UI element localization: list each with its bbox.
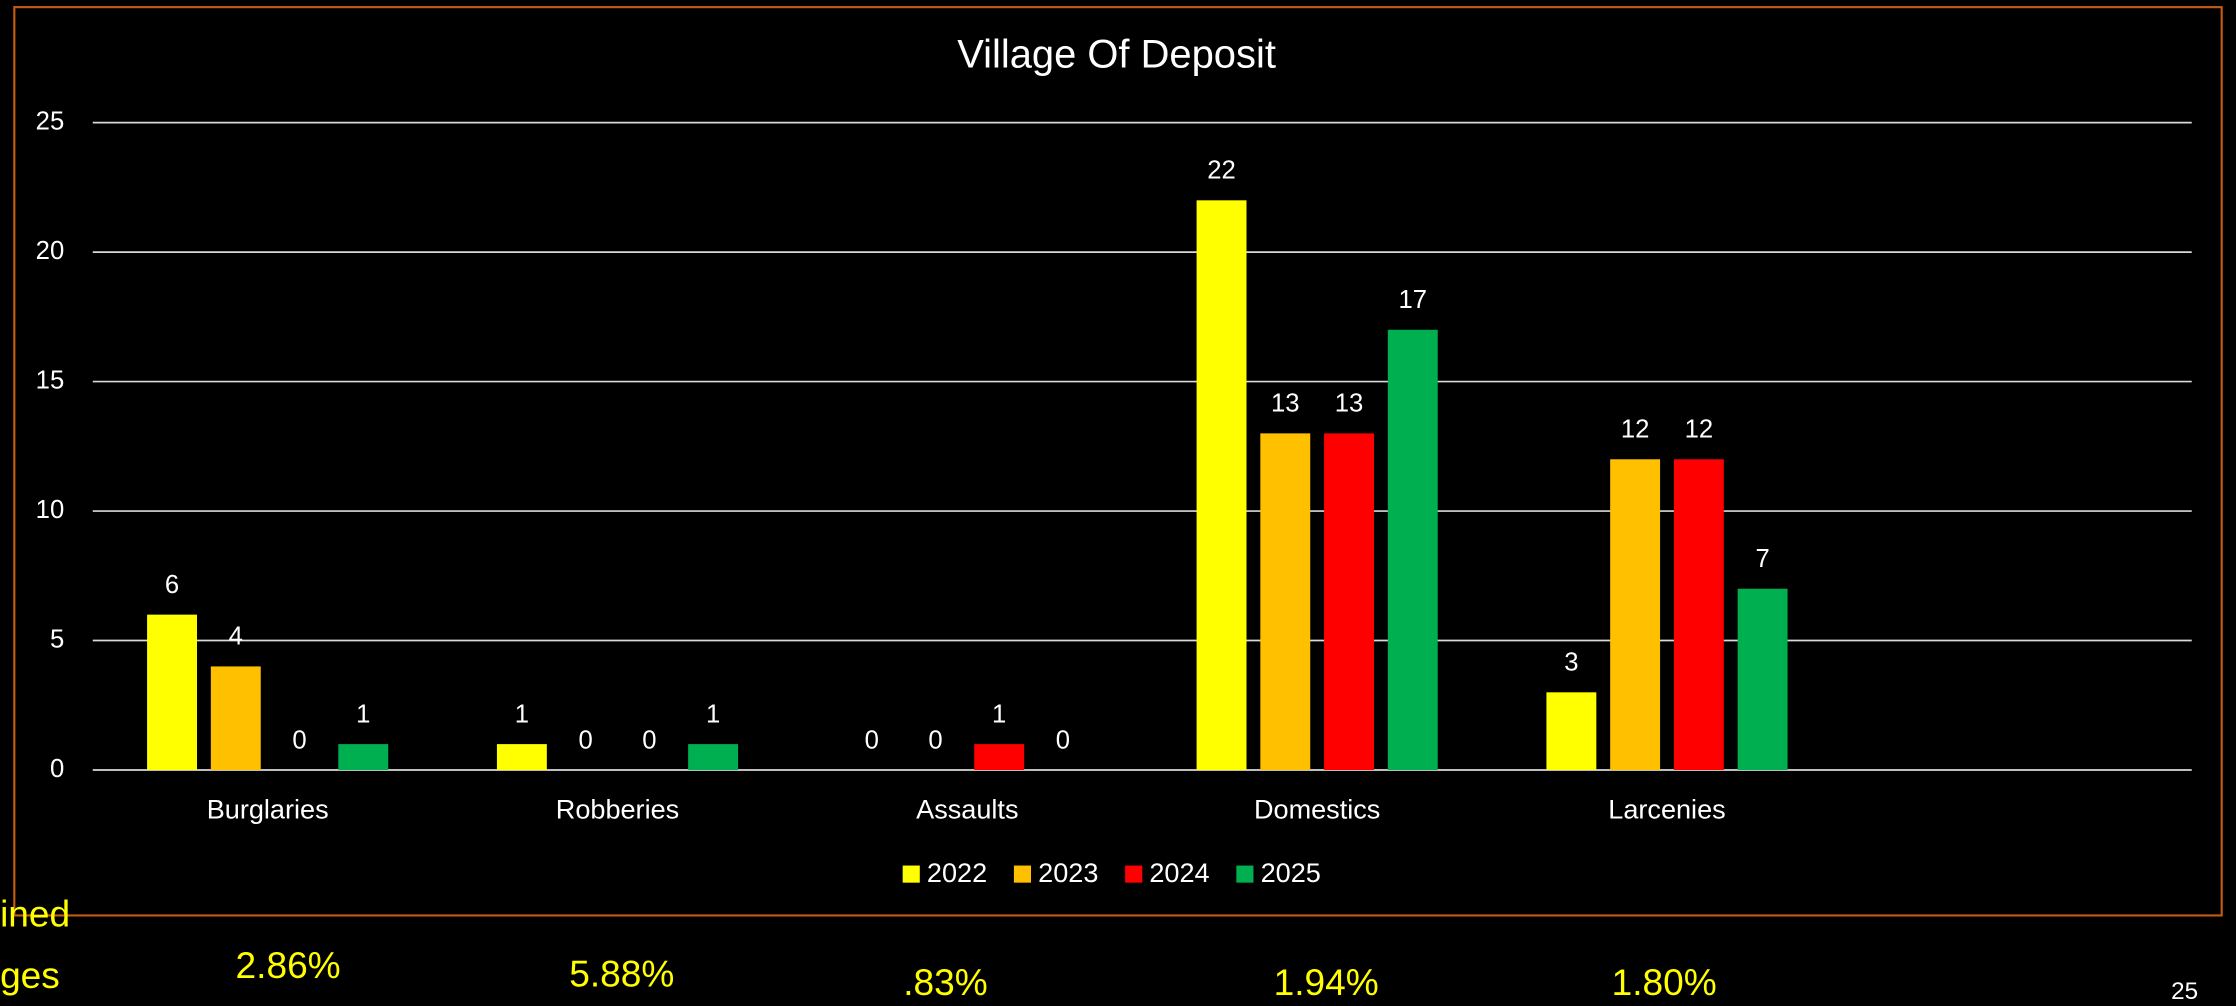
- x-tick-label: Larcenies: [1608, 794, 1725, 825]
- legend-swatch: [1013, 865, 1032, 883]
- x-tick-label: Assaults: [916, 794, 1018, 825]
- y-tick-label: 5: [50, 625, 64, 653]
- bar: [1546, 692, 1597, 771]
- bar: [496, 744, 547, 771]
- bar: [1387, 329, 1438, 771]
- data-label: 7: [1755, 545, 1769, 573]
- footer-label: ges: [0, 954, 60, 996]
- footer-label: ined: [0, 893, 70, 935]
- data-label: 0: [642, 726, 656, 754]
- x-tick-label: Burglaries: [207, 794, 329, 825]
- percentage: .83%: [903, 961, 987, 1003]
- y-tick-label: 25: [36, 107, 65, 135]
- legend-swatch: [1125, 865, 1143, 883]
- chart-border: [13, 6, 2223, 917]
- percentage: 5.88%: [569, 953, 674, 995]
- page-number: 25: [2171, 978, 2198, 1005]
- bar: [338, 744, 389, 771]
- y-tick-label: 0: [50, 755, 64, 783]
- bar: [688, 744, 739, 771]
- bar: [1196, 200, 1247, 771]
- bar: [1673, 459, 1724, 771]
- data-label: 12: [1621, 416, 1650, 444]
- chart-title: Village Of Deposit: [957, 33, 1276, 77]
- data-label: 17: [1398, 286, 1427, 314]
- y-tick-label: 20: [36, 237, 65, 265]
- data-label: 1: [706, 700, 720, 728]
- data-label: 1: [356, 700, 370, 728]
- percentage: 1.80%: [1612, 961, 1717, 1003]
- data-label: 0: [865, 726, 879, 754]
- data-label: 6: [165, 571, 179, 599]
- legend-label: 2022: [927, 857, 987, 888]
- data-label: 4: [229, 623, 243, 651]
- x-tick-label: Domestics: [1254, 794, 1380, 825]
- data-label: 1: [515, 700, 529, 728]
- legend-swatch: [902, 865, 920, 883]
- data-label: 22: [1207, 157, 1236, 185]
- bar: [147, 614, 198, 771]
- legend-label: 2023: [1038, 857, 1098, 888]
- bar: [974, 744, 1025, 771]
- bar: [1610, 459, 1661, 771]
- y-tick-label: 10: [36, 496, 65, 524]
- y-tick-label: 15: [36, 366, 65, 394]
- bar: [1737, 588, 1788, 771]
- legend-swatch: [1236, 865, 1254, 883]
- data-label: 0: [928, 726, 942, 754]
- data-label: 3: [1564, 649, 1578, 677]
- percentage: 1.94%: [1274, 961, 1379, 1003]
- bar: [1324, 433, 1374, 771]
- bar: [1260, 433, 1311, 771]
- data-label: 1: [992, 700, 1006, 728]
- data-label: 12: [1685, 416, 1714, 444]
- data-label: 13: [1335, 390, 1364, 418]
- data-label: 13: [1271, 390, 1300, 418]
- bar: [210, 666, 261, 771]
- legend-label: 2025: [1261, 857, 1321, 888]
- x-tick-label: Robberies: [556, 794, 679, 825]
- data-label: 0: [1056, 726, 1070, 754]
- data-label: 0: [292, 726, 306, 754]
- percentage: 2.86%: [236, 944, 341, 986]
- legend-label: 2024: [1149, 857, 1209, 888]
- data-label: 0: [578, 726, 592, 754]
